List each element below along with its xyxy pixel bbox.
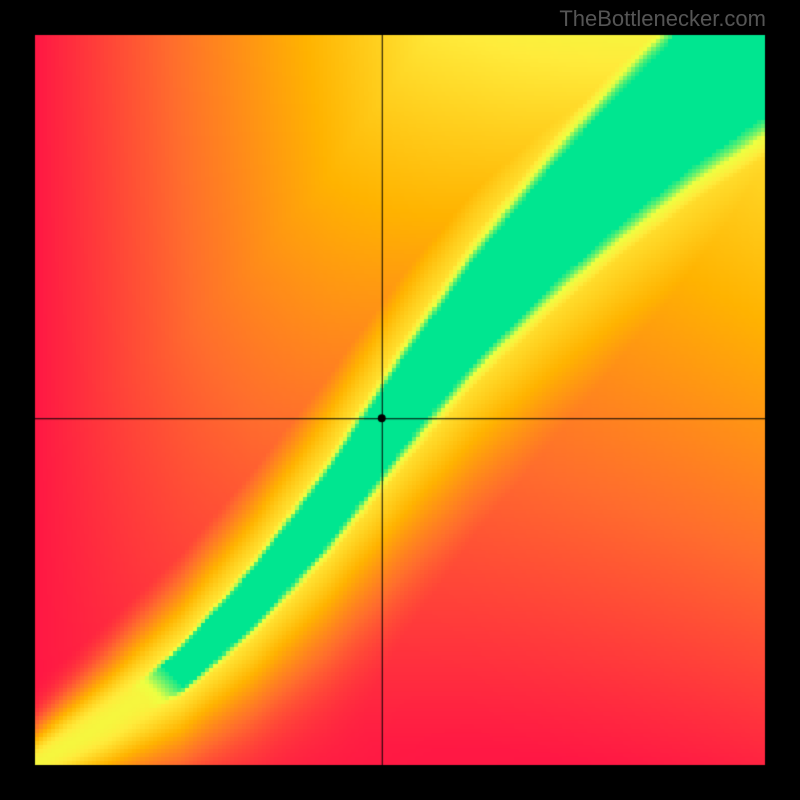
watermark-text: TheBottlenecker.com: [559, 6, 766, 32]
bottleneck-heatmap: [0, 0, 800, 800]
chart-container: TheBottlenecker.com: [0, 0, 800, 800]
